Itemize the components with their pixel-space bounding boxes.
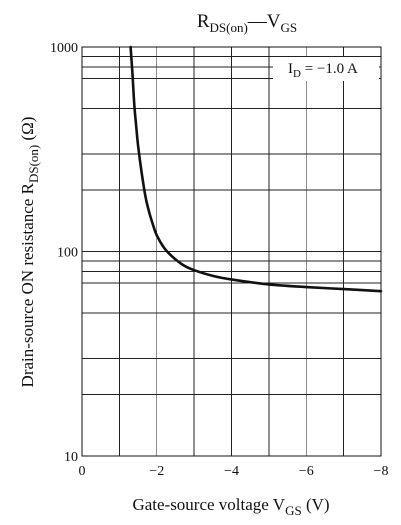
y-axis-title: Drain-source ON resistance RDS(on) (Ω) <box>18 117 41 388</box>
title-main: R <box>197 11 210 32</box>
title-var: V <box>267 11 281 32</box>
x-tick-label-3: −6 <box>299 464 314 479</box>
x-tick-label-0: 0 <box>79 464 86 479</box>
annotation-background <box>273 57 379 81</box>
annotation-subscript: D <box>293 68 301 80</box>
gridlines <box>82 47 381 456</box>
series-line-0 <box>129 45 383 293</box>
title-main-subscript: DS(on) <box>210 20 248 35</box>
title-var-subscript: GS <box>281 20 298 35</box>
data-series <box>129 45 383 293</box>
x-tick-label-4: −8 <box>374 464 389 479</box>
y-axis-title-subscript: DS(on) <box>26 145 41 183</box>
annotation-box: ID = −1.0 A <box>273 57 379 81</box>
annotation-prefix: I <box>288 61 293 77</box>
y-axis-title-unit: (Ω) <box>18 117 37 145</box>
annotation-suffix: = −1.0 A <box>301 61 358 77</box>
y-tick-label-2: 1000 <box>50 41 78 56</box>
x-tick-label-1: −2 <box>149 464 164 479</box>
x-tick-label-2: −4 <box>224 464 239 479</box>
x-axis-title: Gate-source voltage VGS (V) <box>132 495 329 518</box>
x-axis-title-unit: (V) <box>302 495 330 514</box>
tick-labels: 0 −2 −4 −6 −8 10 100 1000 <box>50 41 388 479</box>
y-tick-label-0: 10 <box>64 450 78 465</box>
y-tick-label-1: 100 <box>57 246 78 261</box>
plot-frame <box>81 46 382 457</box>
title-dash: — <box>247 11 268 32</box>
chart-title: RDS(on)—VGS <box>197 11 297 35</box>
annotation-id: ID = −1.0 A <box>288 61 358 80</box>
y-axis-title-prefix: Drain-source ON resistance R <box>18 182 37 387</box>
x-axis-title-prefix: Gate-source voltage V <box>132 495 285 514</box>
x-axis-title-subscript: GS <box>285 503 302 518</box>
